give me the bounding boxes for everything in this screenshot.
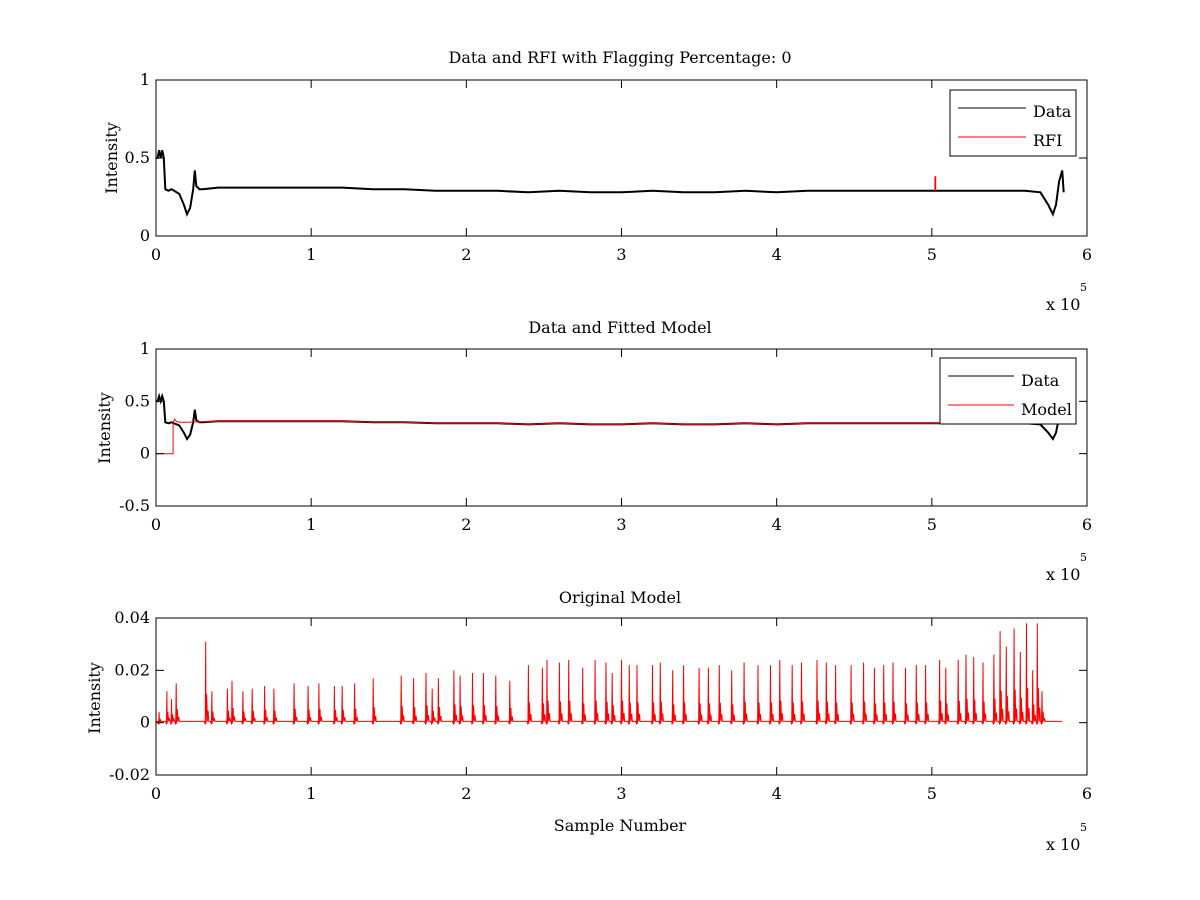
panel-3-y-tick-label: 0.04	[114, 608, 150, 627]
panel-2-series-data	[156, 392, 1065, 441]
panel-2-x-tick-label: 2	[461, 515, 471, 534]
panel-1-ylabel: Intensity	[102, 122, 121, 194]
panel-1-legend-data-label: Data	[1033, 102, 1072, 121]
panel-3-x-multiplier-base: x 10	[1046, 835, 1080, 854]
panel-2-legend: Data Model	[939, 357, 1077, 425]
panel-1-x-multiplier-exponent: 5	[1080, 281, 1087, 294]
panel-1-x-multiplier: x 10 5	[1046, 281, 1087, 314]
panel-3-y-tick-label: 0.02	[114, 660, 150, 679]
panel-3-y-tick-label: -0.02	[109, 765, 150, 784]
panel-3-x-multiplier-exponent: 5	[1080, 821, 1087, 834]
panel-1-plot: 0 1 2 3 4 5 6 0 0.5 1	[125, 70, 1093, 264]
panel-1-legend: Data RFI	[949, 89, 1077, 157]
panel-2-x-tick-label: 0	[151, 515, 161, 534]
panel-2-title: Data and Fitted Model	[528, 318, 711, 337]
panel-3-ylabel: Intensity	[85, 662, 104, 734]
panel-2-x-multiplier: x 10 5	[1046, 551, 1087, 584]
panel-1-x-tick-label: 2	[461, 245, 471, 264]
panel-3-x-multiplier: x 10 5	[1046, 821, 1087, 854]
panel-2-x-tick-label: 5	[927, 515, 937, 534]
panel-2-x-tick-label: 3	[616, 515, 626, 534]
panel-1-x-tick-label: 3	[616, 245, 626, 264]
panel-2-legend-box	[939, 357, 1077, 425]
panel-3-series-original-model	[156, 623, 1063, 725]
panel-1-y-tick-label: 1	[140, 70, 150, 89]
panel-3-x-tick-label: 2	[461, 784, 471, 803]
panel-2-y-tick-label: 1	[140, 339, 150, 358]
panel-1-legend-rfi-label: RFI	[1033, 131, 1062, 150]
panel-1-series-rfi	[934, 176, 937, 191]
panel-1-y-tick-label: 0	[140, 226, 150, 245]
panel-1-axes-box	[155, 79, 1088, 237]
panel-2-legend-data-label: Data	[1021, 371, 1060, 390]
panel-3-x-tick-label: 0	[151, 784, 161, 803]
panel-2-y-tick-label: 0	[140, 444, 150, 463]
panel-1-x-tick-label: 0	[151, 245, 161, 264]
panel-1-x-multiplier-base: x 10	[1046, 295, 1080, 314]
panel-2-series-model	[156, 418, 940, 455]
panel-2-y-tick-label: 0.5	[125, 391, 150, 410]
panel-3-x-tick-label: 5	[927, 784, 937, 803]
panel-1-x-tick-label: 6	[1082, 245, 1092, 264]
panel-1: Data and RFI with Flagging Percentage: 0…	[102, 48, 1092, 314]
panel-3-x-tick-label: 4	[772, 784, 782, 803]
panel-3-y-tick-label: 0	[140, 713, 150, 732]
panel-1-series-data	[156, 149, 1065, 217]
panel-2-ylabel: Intensity	[95, 392, 114, 464]
panel-1-x-tick-label: 1	[306, 245, 316, 264]
panel-1-y-tick-label: 0.5	[125, 148, 150, 167]
panel-1-title: Data and RFI with Flagging Percentage: 0	[448, 48, 791, 67]
panel-2-x-tick-label: 6	[1082, 515, 1092, 534]
panel-1-legend-box	[949, 89, 1077, 157]
panel-2-y-tick-label: -0.5	[119, 496, 150, 515]
panel-3-x-tick-label: 1	[306, 784, 316, 803]
panel-1-x-tick-label: 4	[772, 245, 782, 264]
panel-3-x-tick-label: 6	[1082, 784, 1092, 803]
panel-2-legend-model-label: Model	[1021, 400, 1072, 419]
panel-2-x-tick-label: 4	[772, 515, 782, 534]
panel-2-x-multiplier-base: x 10	[1046, 565, 1080, 584]
panel-2-x-tick-label: 1	[306, 515, 316, 534]
panel-2-x-multiplier-exponent: 5	[1080, 551, 1087, 564]
panel-2: Data and Fitted Model 0 1 2 3 4 5 6-0.500.51 I…	[95, 318, 1092, 584]
panel-3-title: Original Model	[559, 588, 681, 607]
panel-3-x-tick-label: 3	[616, 784, 626, 803]
panel-1-x-tick-label: 5	[927, 245, 937, 264]
panel-3-xlabel: Sample Number	[554, 816, 687, 835]
